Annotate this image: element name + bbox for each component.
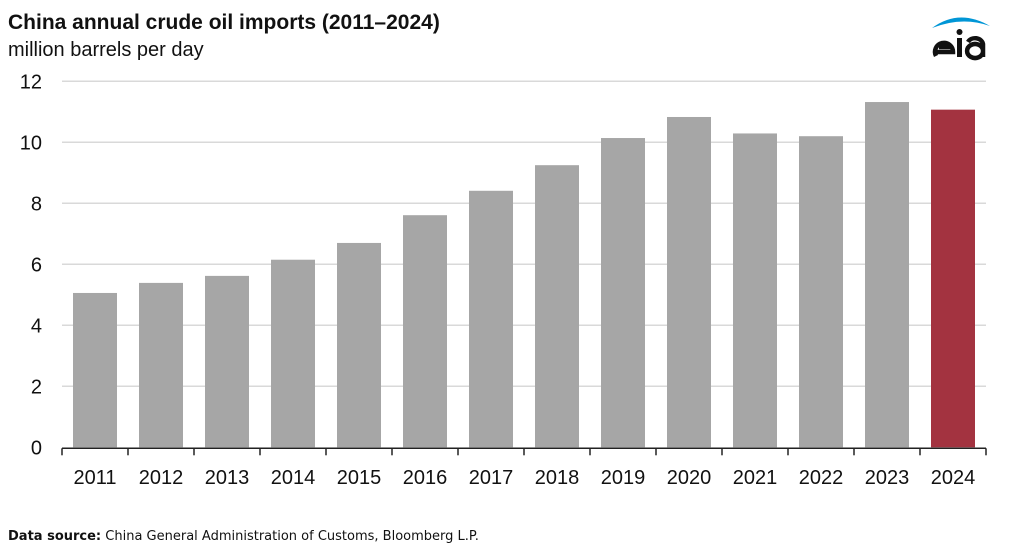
- x-tick-label: 2019: [601, 467, 646, 489]
- y-tick-label: 8: [31, 193, 42, 215]
- x-tick-label: 2012: [139, 467, 184, 489]
- x-tick-label: 2015: [337, 467, 382, 489]
- bar-2011: [73, 292, 117, 448]
- x-tick-label: 2022: [799, 467, 844, 489]
- bar-2015: [337, 242, 381, 448]
- bar-2024: [931, 109, 975, 448]
- bar-2021: [733, 133, 777, 448]
- bar-chart: 0 2 4 6 8 10 12 2011 2012 2013 2014 2015 2016 2017 201…: [20, 71, 987, 489]
- x-tick-label: 2018: [535, 467, 580, 489]
- y-tick-label: 6: [31, 254, 42, 276]
- y-tick-label: 12: [20, 71, 42, 93]
- data-source: Data source: China General Administratio…: [8, 528, 479, 546]
- y-tick-label: 2: [31, 376, 42, 398]
- bar-2020: [667, 116, 711, 448]
- x-tick-label: 2023: [865, 467, 910, 489]
- bar-2017: [469, 190, 513, 448]
- y-tick-label: 10: [20, 132, 42, 154]
- bar-2022: [799, 136, 843, 448]
- x-tick-label: 2017: [469, 467, 514, 489]
- x-tick-label: 2021: [733, 467, 778, 489]
- y-tick-label: 4: [31, 315, 42, 337]
- bar-2013: [205, 275, 249, 448]
- x-tick-label: 2011: [73, 467, 116, 489]
- bar-2016: [403, 215, 447, 448]
- x-tick-label: 2020: [667, 467, 712, 489]
- bar-2014: [271, 259, 315, 448]
- chart-title: China annual crude oil imports (2011–202…: [8, 11, 440, 34]
- x-tick-label: 2016: [403, 467, 448, 489]
- source-text: China General Administration of Customs,…: [101, 529, 479, 544]
- bar-2023: [865, 102, 909, 448]
- y-tick-label: 0: [31, 437, 42, 459]
- x-tick-label: 2024: [931, 467, 976, 489]
- bar-2018: [535, 165, 579, 448]
- bar-2019: [601, 138, 645, 448]
- chart-subtitle: million barrels per day: [8, 39, 204, 61]
- source-label: Data source:: [8, 529, 102, 544]
- bar-2012: [139, 282, 183, 448]
- x-tick-label: 2013: [205, 467, 250, 489]
- x-tick-label: 2014: [271, 467, 316, 489]
- eia-logo: [932, 17, 990, 61]
